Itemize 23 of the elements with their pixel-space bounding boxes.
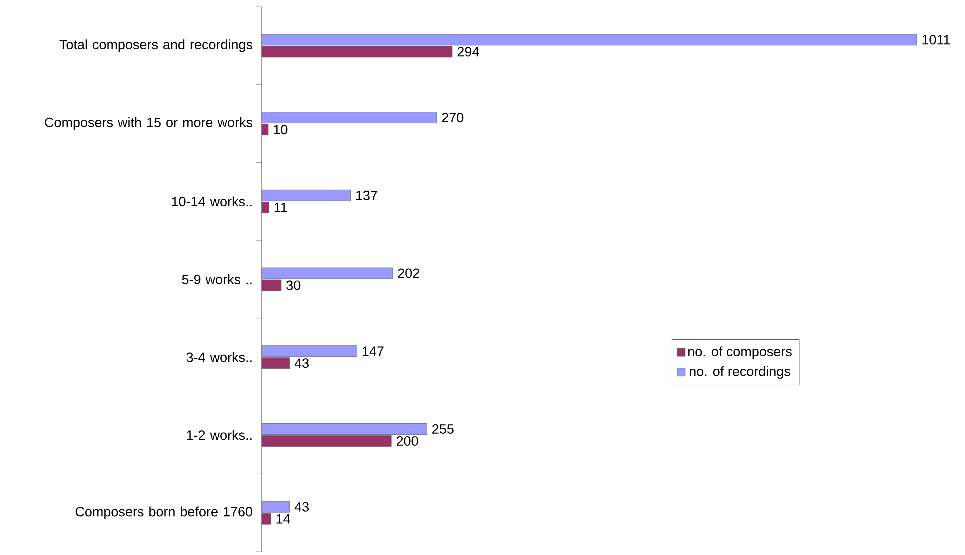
data-label: 294 [458, 47, 480, 57]
data-label: 270 [442, 113, 464, 123]
data-label: 11 [274, 203, 288, 212]
data-label: 43 [294, 502, 309, 512]
data-label: 43 [294, 358, 309, 368]
data-label: 255 [432, 424, 454, 434]
y-tick-label: 3-4 works.. [186, 352, 252, 362]
data-label: 30 [286, 280, 301, 290]
y-tick-label: Total composers and recordings [60, 40, 253, 52]
y-tick-label: 1-2 works.. [187, 430, 252, 440]
y-tick-label: Composers with 15 or more works [45, 118, 253, 130]
y-tick-label: 10-14 works.. [172, 196, 252, 207]
legend-label: no. of recordings [690, 366, 790, 380]
data-label: 202 [398, 268, 420, 278]
data-label: 200 [396, 436, 418, 446]
data-label: 1011 [922, 35, 950, 45]
legend-label: no. of composers [688, 346, 792, 360]
data-label: 10 [274, 125, 288, 135]
y-tick-label: 5-9 works .. [182, 274, 252, 284]
data-label: 14 [276, 514, 290, 524]
data-label: 137 [356, 190, 378, 200]
y-tick-label: Composers born before 1760 [76, 506, 252, 520]
data-label: 147 [362, 346, 384, 356]
